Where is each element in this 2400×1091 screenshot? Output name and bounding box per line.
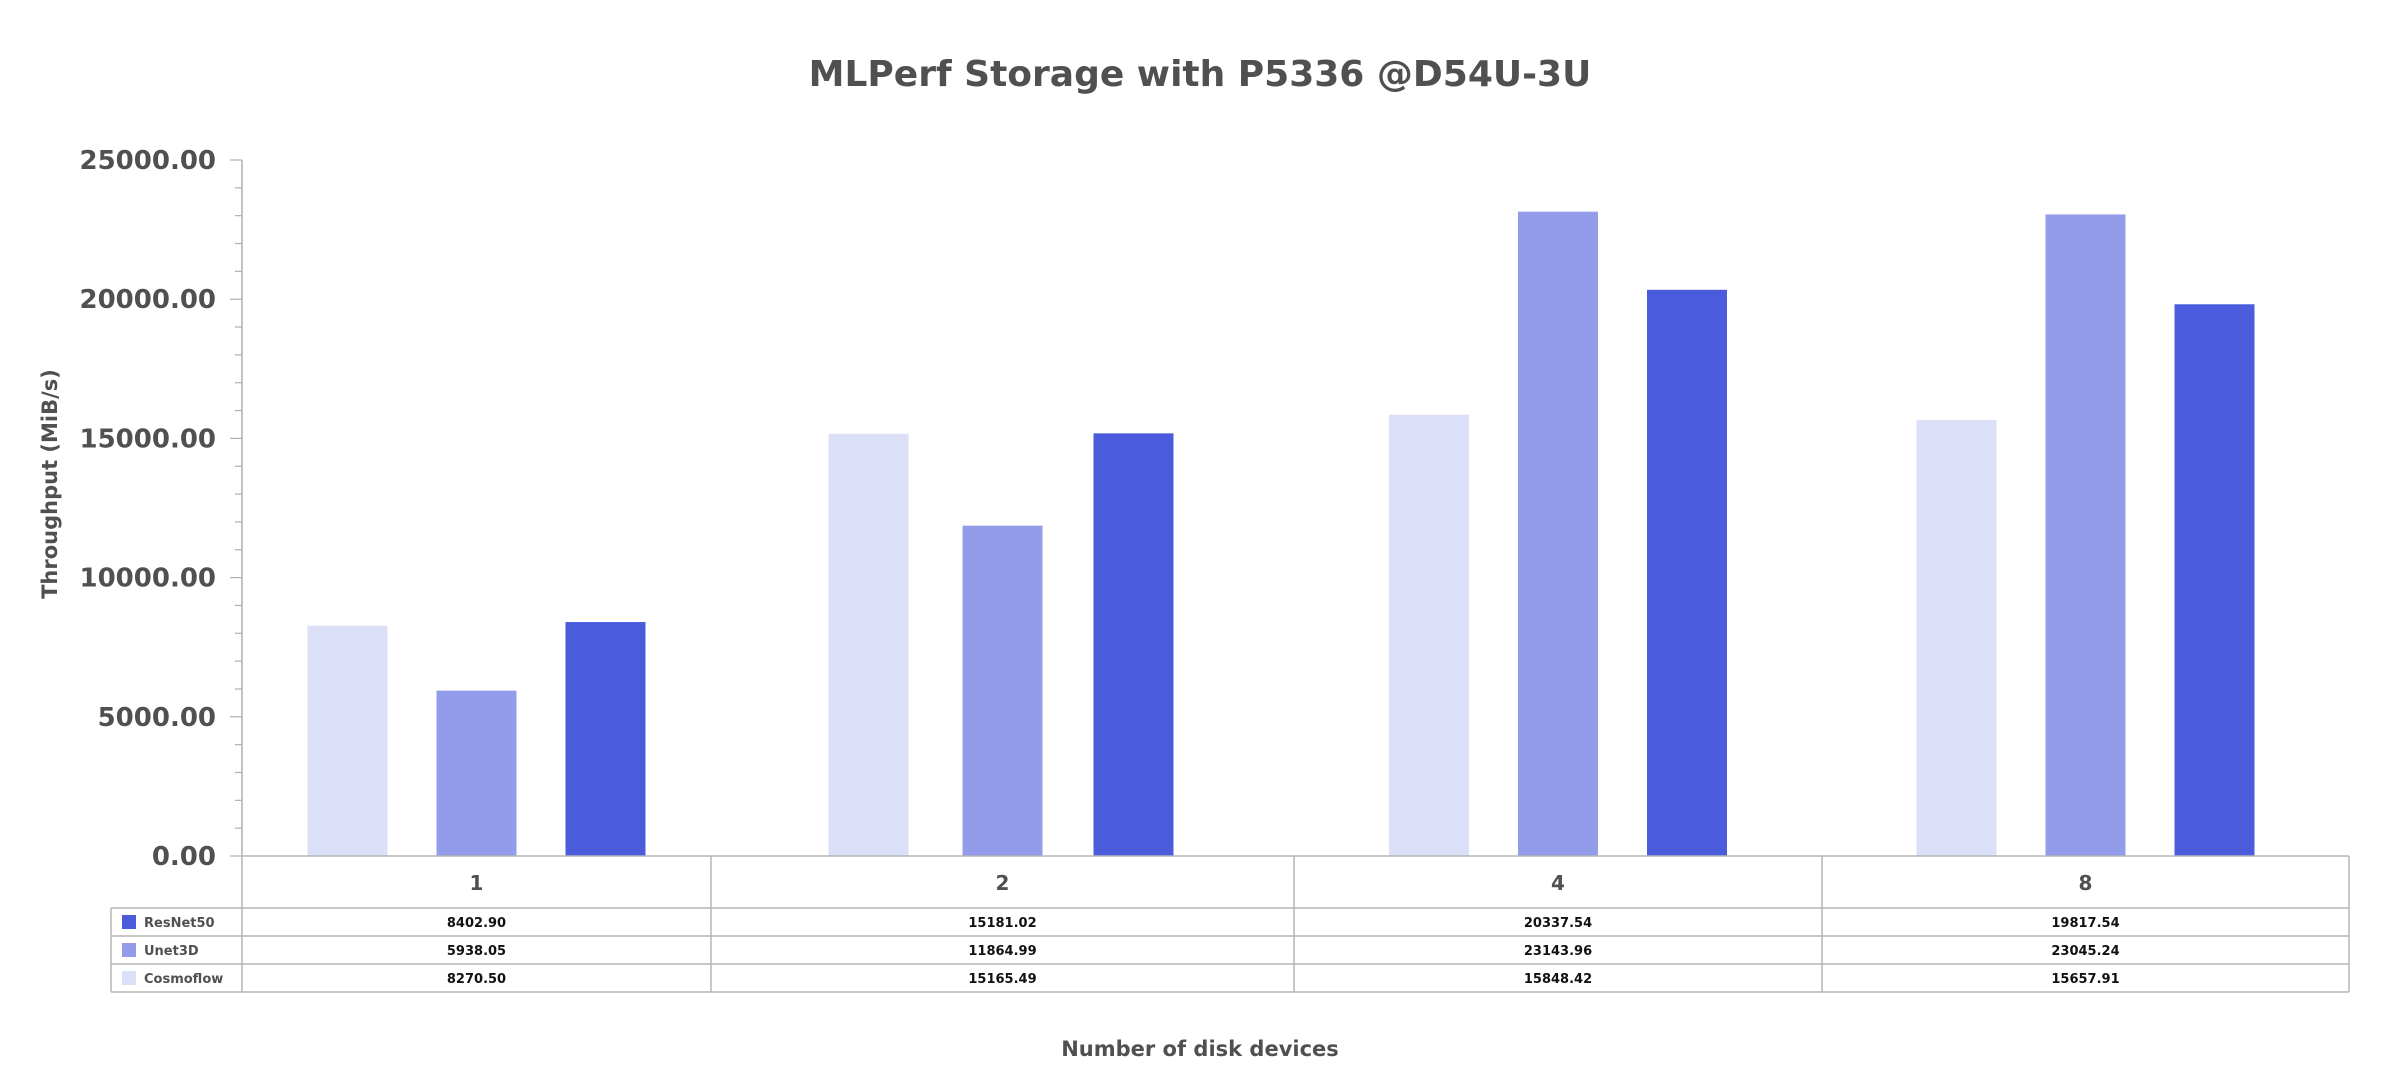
bar-cosmoflow-8 xyxy=(1916,420,1997,856)
data-label: 8402.90 xyxy=(447,916,506,931)
y-tick-label: 15000.00 xyxy=(79,424,216,454)
bar-cosmoflow-2 xyxy=(828,433,909,856)
y-tick-label: 0.00 xyxy=(152,842,216,872)
bar-resnet50-8 xyxy=(2174,304,2255,857)
legend-label: Cosmoflow xyxy=(144,972,223,987)
y-tick-label: 25000.00 xyxy=(79,146,216,176)
data-label: 15848.42 xyxy=(1524,972,1592,987)
bar-resnet50-4 xyxy=(1647,289,1727,857)
data-label: 20337.54 xyxy=(1524,916,1592,931)
data-label: 23143.96 xyxy=(1524,944,1592,959)
legend-label: ResNet50 xyxy=(144,916,215,931)
legend-swatch-unet3d xyxy=(122,943,136,957)
data-label: 11864.99 xyxy=(968,944,1036,959)
bar-unet3d-8 xyxy=(2045,214,2126,856)
bar-cosmoflow-4 xyxy=(1389,414,1469,856)
data-label: 15165.49 xyxy=(968,972,1036,987)
legend-swatch-cosmoflow xyxy=(122,971,136,985)
data-label: 8270.50 xyxy=(447,972,506,987)
bar-unet3d-2 xyxy=(962,525,1043,856)
data-label: 15181.02 xyxy=(968,916,1036,931)
y-axis-label: Throughput (MiB/s) xyxy=(38,369,62,599)
bar-unet3d-1 xyxy=(436,690,517,856)
bar-resnet50-2 xyxy=(1093,433,1174,856)
chart-title: MLPerf Storage with P5336 @D54U-3U xyxy=(809,54,1592,95)
y-tick-label: 20000.00 xyxy=(79,285,216,315)
x-axis-label: Number of disk devices xyxy=(1061,1037,1339,1061)
bar-cosmoflow-1 xyxy=(307,625,388,856)
bars xyxy=(307,211,2255,857)
x-category-label: 2 xyxy=(996,871,1010,895)
y-tick-label: 5000.00 xyxy=(98,703,216,733)
y-axis: 0.00 5000.00 10000.00 15000.00 20000.00 25000… xyxy=(79,146,243,872)
data-label: 5938.05 xyxy=(447,944,506,959)
data-table: 1 2 4 8 ResNet50 8402.90 15181.02 20337.54 19817… xyxy=(110,855,2350,993)
data-label: 19817.54 xyxy=(2051,916,2119,931)
bar-resnet50-1 xyxy=(565,622,646,856)
y-tick-label: 10000.00 xyxy=(79,564,216,594)
data-label: 23045.24 xyxy=(2051,944,2119,959)
x-category-label: 8 xyxy=(2079,871,2093,895)
bar-unet3d-4 xyxy=(1518,211,1598,857)
x-category-label: 1 xyxy=(470,871,484,895)
x-category-label: 4 xyxy=(1551,871,1565,895)
data-label: 15657.91 xyxy=(2051,972,2119,987)
legend-swatch-resnet50 xyxy=(122,915,136,929)
legend-label: Unet3D xyxy=(144,944,199,959)
